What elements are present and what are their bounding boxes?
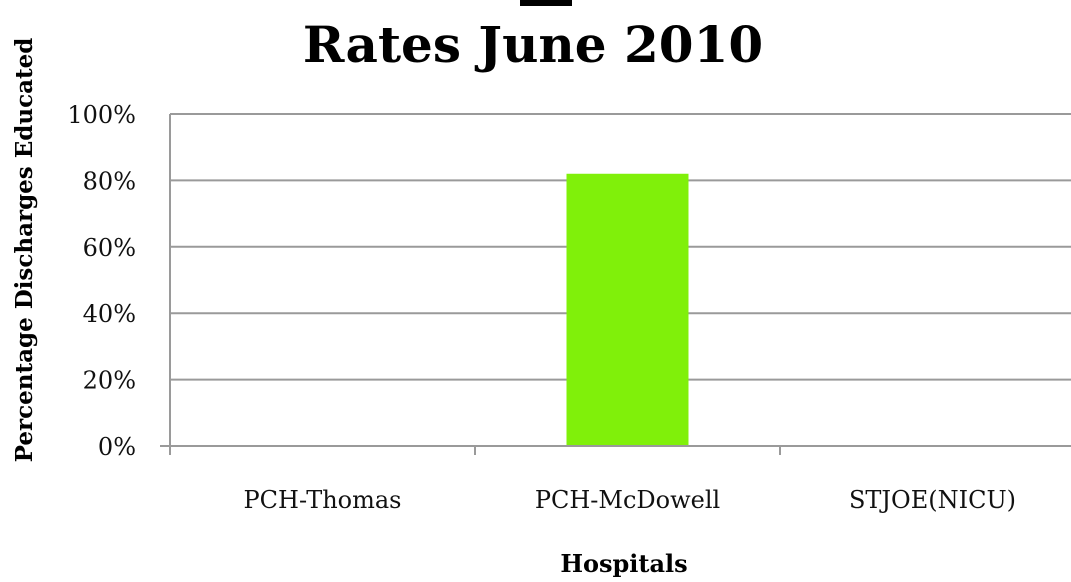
x-tick-label: PCH-Thomas <box>244 486 402 514</box>
y-tick-label: 60% <box>83 234 136 262</box>
y-axis-title: Percentage Discharges Educated <box>11 38 38 463</box>
bar-pch-mcdowell <box>566 173 689 446</box>
y-tick-label: 100% <box>67 101 136 129</box>
x-tick-label: PCH-McDowell <box>535 486 720 514</box>
x-tick-label: STJOE(NICU) <box>849 486 1016 514</box>
y-tick-label: 80% <box>83 167 136 195</box>
x-tick-labels: PCH-Thomas PCH-McDowell STJOE(NICU) <box>244 486 1017 514</box>
y-tick-label: 0% <box>98 433 136 461</box>
y-tick-labels: 0% 20% 40% 60% 80% 100% <box>67 101 136 461</box>
chart-title: Rates June 2010 <box>303 15 763 74</box>
bars <box>566 173 689 446</box>
title-fragment <box>520 0 572 6</box>
y-tick-label: 40% <box>83 300 136 328</box>
x-axis-title: Hospitals <box>560 549 687 578</box>
x-axis <box>160 114 1071 455</box>
y-tick-label: 20% <box>83 367 136 395</box>
